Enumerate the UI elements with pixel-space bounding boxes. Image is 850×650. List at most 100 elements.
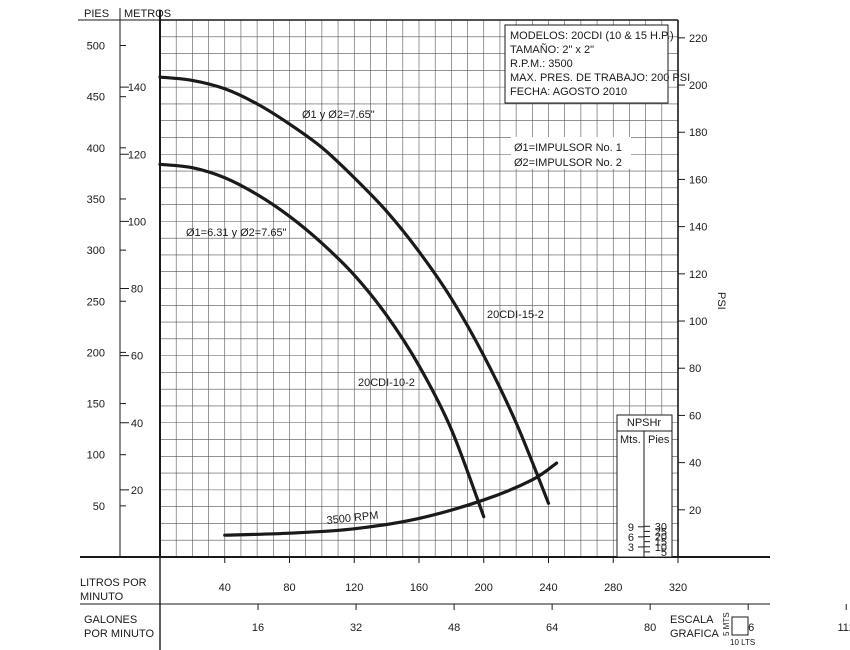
npsh-col-meters: Mts.	[620, 434, 641, 446]
meters-tick-label: 120	[128, 149, 146, 161]
point-20cdi-15-2	[418, 250, 420, 253]
gpm-tick-label: 48	[448, 622, 460, 634]
scale-title-line2: GRAFICA	[670, 628, 720, 640]
gpm-axis-title-line2: POR MINUTO	[84, 628, 155, 640]
point-20cdi-10-2	[191, 167, 193, 169]
lpm-tick-label: 320	[669, 582, 687, 594]
feet-tick-label: 250	[87, 296, 105, 308]
point-20cdi-15-2	[191, 79, 193, 82]
info-box-frame	[504, 24, 669, 104]
curves	[158, 75, 559, 537]
meters-axis-title: METROS	[124, 8, 171, 20]
point-20cdi-15-2	[159, 76, 161, 78]
lpm-tick-label: 200	[475, 582, 493, 594]
psi-tick-label: 20	[689, 505, 701, 517]
gpm-tick-label: 64	[546, 622, 558, 634]
psi-tick-label: 80	[689, 363, 701, 375]
feet-tick-label: 300	[87, 245, 105, 257]
point-3500-rpm	[288, 532, 291, 534]
lpm-tick-label: 80	[283, 582, 295, 594]
lpm-tick-label: 280	[604, 582, 622, 594]
point-20cdi-10-2	[483, 516, 485, 518]
impulsor-notes: Ø1=IMPULSOR No. 1 Ø2=IMPULSOR No. 2	[511, 137, 631, 169]
point-20cdi-10-2	[321, 242, 323, 244]
point-20cdi-15-2	[288, 123, 291, 125]
scale-title-line1: ESCALA	[670, 614, 714, 626]
curve-label-20cdi-10-2: 20CDI-10-2	[358, 377, 415, 389]
feet-tick-label: 50	[93, 501, 105, 513]
npsh-col-feet: Pies	[648, 434, 670, 446]
impulsor-note-2: Ø2=IMPULSOR No. 2	[514, 157, 622, 169]
chart-frame	[78, 8, 770, 650]
point-3500-rpm	[555, 462, 558, 464]
gpm-tick-label: 32	[350, 622, 362, 634]
meters-tick-label: 80	[131, 284, 143, 296]
curve-20cdi-10-2	[158, 162, 486, 519]
point-20cdi-15-2	[483, 355, 485, 357]
psi-axis-title: PSI	[715, 292, 727, 310]
npsh-title: NPSHr	[627, 417, 662, 429]
feet-tick-label: 450	[87, 92, 105, 104]
impulsor-note-1: Ø1=IMPULSOR No. 1	[514, 142, 622, 154]
feet-tick-label: 100	[87, 450, 105, 462]
point-20cdi-15-2	[353, 177, 355, 179]
lpm-tick-label: 160	[410, 582, 428, 594]
info-line-date: FECHA: AGOSTO 2010	[510, 86, 627, 98]
feet-tick-label: 400	[87, 143, 105, 155]
scale-box-label-horizontal: 10 LTS	[730, 638, 755, 647]
point-20cdi-10-2	[450, 428, 452, 431]
curve-label-20cdi-15-2: 20CDI-15-2	[487, 309, 544, 321]
impeller-label-20cdi-10-2: Ø1=6.31 y Ø2=7.65"	[186, 227, 287, 239]
point-20cdi-15-2	[386, 210, 388, 212]
psi-tick-label: 60	[689, 410, 701, 422]
npsh-meters-tick-label: 9	[628, 522, 634, 534]
npsh-meters-tick-label: 6	[628, 532, 634, 544]
point-20cdi-10-2	[288, 215, 291, 217]
axes: 50 100 150 200 250 300 350 400 450 500 20 40 60 80 100…	[87, 33, 850, 634]
npsh-feet-tick-label: 5	[661, 547, 667, 559]
npsh-feet-tick-label: 25	[655, 526, 667, 538]
psi-tick-label: 100	[689, 316, 707, 328]
point-20cdi-10-2	[353, 274, 355, 276]
curve-label-3500-rpm: 3500 RPM	[326, 510, 379, 527]
npsh-feet-tick-label: 10	[655, 542, 667, 554]
feet-tick-label: 350	[87, 194, 105, 206]
impulsor-notes-bg	[511, 137, 631, 169]
lpm-tick-label: 120	[345, 582, 363, 594]
psi-tick-label: 40	[689, 458, 701, 470]
scale-box-label-vertical: 5 MTS	[722, 612, 731, 636]
psi-tick-label: 120	[689, 269, 707, 281]
feet-tick-label: 150	[87, 399, 105, 411]
feet-axis-title: PIES	[84, 8, 109, 20]
gpm-tick-label: 80	[644, 622, 656, 634]
npsh-meters-tick-label: 3	[628, 542, 634, 554]
info-box: MODELOS: 20CDI (10 & 15 H.P.) TAMAÑO: 2"…	[504, 24, 690, 104]
meters-tick-label: 20	[131, 485, 143, 497]
info-line-size: TAMAÑO: 2" x 2"	[510, 43, 594, 56]
npsh-feet-tick-label: 20	[655, 532, 667, 544]
curve-labels: 20CDI-15-2 Ø1 y Ø2=7.65" 20CDI-10-2 Ø1=6.31…	[186, 109, 544, 527]
impeller-label-20cdi-15-2: Ø1 y Ø2=7.65"	[302, 109, 375, 121]
meters-tick-label: 40	[131, 418, 143, 430]
psi-tick-label: 180	[689, 127, 707, 139]
info-line-models: MODELOS: 20CDI (10 & 15 H.P.)	[510, 30, 674, 42]
psi-tick-label: 140	[689, 222, 707, 234]
info-line-max-pressure: MAX. PRES. DE TRABAJO: 200 PSI	[510, 72, 690, 84]
meters-tick-label: 60	[131, 351, 143, 363]
gpm-axis-title-line1: GALONES	[84, 614, 137, 626]
point-20cdi-10-2	[256, 193, 258, 196]
meters-tick-label: 100	[128, 216, 146, 228]
lpm-tick-label: 40	[219, 582, 231, 594]
point-3500-rpm	[483, 499, 485, 501]
point-3500-rpm	[531, 479, 533, 481]
lpm-axis-title-line2: MINUTO	[80, 591, 124, 603]
point-20cdi-10-2	[224, 177, 226, 179]
scale-box	[731, 616, 749, 636]
point-20cdi-15-2	[224, 88, 226, 90]
point-20cdi-10-2	[159, 163, 161, 165]
point-20cdi-15-2	[547, 502, 550, 504]
point-3500-rpm	[224, 534, 226, 536]
